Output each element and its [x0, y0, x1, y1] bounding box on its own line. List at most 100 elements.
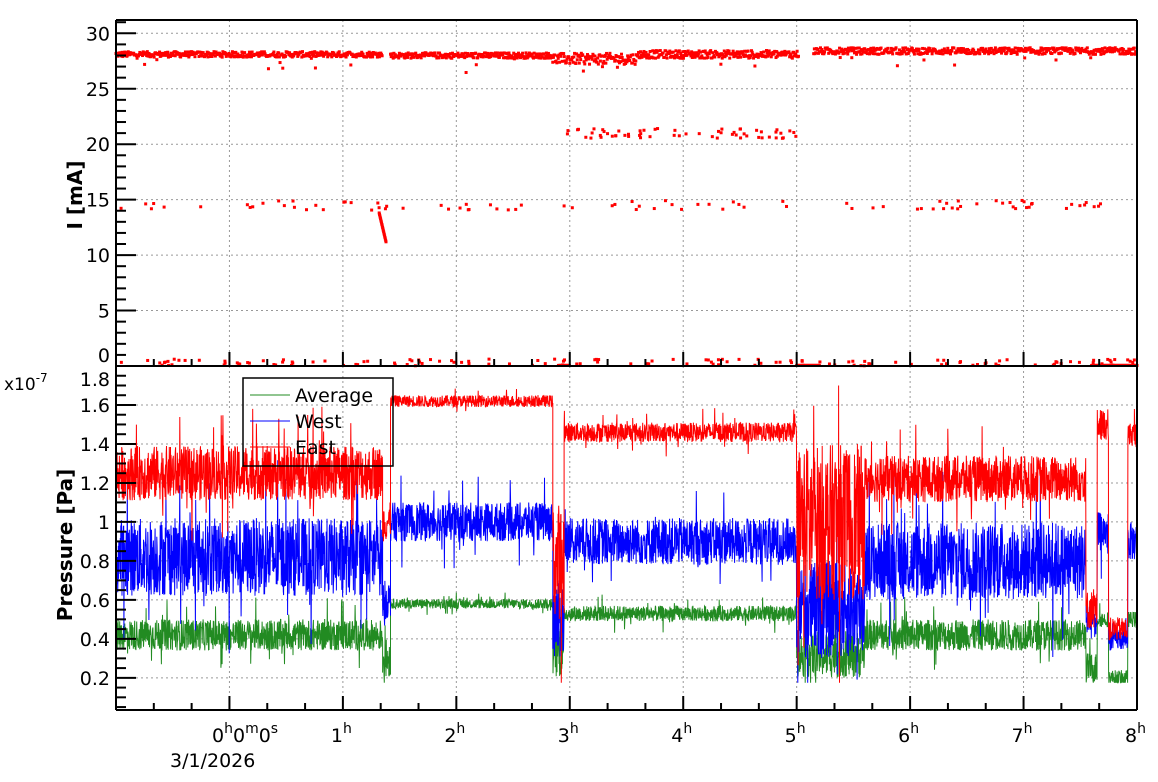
current-point [944, 362, 948, 366]
current-point [1024, 49, 1028, 53]
current-point [720, 357, 724, 361]
current-point [900, 52, 904, 56]
current-point [177, 358, 181, 362]
current-point [484, 51, 488, 55]
current-point [778, 360, 782, 364]
current-point [412, 55, 416, 59]
current-point [626, 54, 630, 58]
current-point [904, 46, 908, 50]
current-point [946, 46, 950, 50]
current-point [155, 58, 159, 62]
current-point [329, 52, 333, 56]
current-point [772, 52, 776, 56]
top-y-tick-label: 20 [86, 134, 110, 156]
current-point [223, 359, 227, 363]
current-point [999, 49, 1003, 53]
current-point [551, 60, 555, 64]
current-point [1077, 360, 1081, 364]
current-point [637, 50, 641, 54]
current-point [610, 134, 614, 138]
current-point [634, 59, 638, 63]
current-point [187, 55, 191, 59]
current-point [616, 59, 620, 63]
current-point [620, 56, 624, 60]
current-point [464, 70, 468, 74]
current-point [534, 55, 538, 59]
current-point [685, 53, 689, 57]
current-point [450, 359, 454, 363]
current-point [868, 362, 872, 366]
current-point [781, 199, 785, 203]
current-point [158, 361, 162, 365]
current-point [595, 60, 599, 64]
current-point [910, 47, 914, 51]
current-point [583, 62, 587, 66]
bottom-y-tick-label: 1.4 [80, 434, 110, 456]
x-date-label: 3/1/2026 [170, 750, 255, 772]
current-point [638, 133, 642, 137]
current-point [663, 199, 667, 203]
x-tick-label: 8h [1125, 721, 1146, 747]
current-point [544, 51, 548, 55]
current-point [461, 53, 465, 57]
current-point [814, 51, 818, 55]
current-point [648, 135, 652, 139]
current-point [757, 135, 761, 139]
current-point [251, 205, 255, 209]
tick-labels: 0 5 10 15 20 25 30 0.2 0.4 0.6 0.8 1 1.2 1.4 1.6 1.8 1h 2… [80, 23, 1146, 747]
current-point [827, 362, 831, 366]
current-point [429, 358, 433, 362]
current-point [597, 358, 601, 362]
current-point [463, 56, 467, 60]
current-point [857, 46, 861, 50]
current-point [604, 61, 608, 65]
current-point [685, 362, 689, 366]
current-point [601, 61, 605, 65]
current-point [576, 128, 580, 132]
current-point [282, 204, 286, 208]
current-point [1013, 46, 1017, 50]
current-point [1119, 52, 1123, 56]
current-point [452, 360, 456, 364]
current-point [535, 52, 539, 56]
current-point [779, 53, 783, 57]
current-point [272, 363, 276, 367]
current-point [694, 54, 698, 58]
current-point [909, 362, 913, 366]
current-point [247, 361, 251, 365]
current-point [650, 359, 654, 363]
current-point [151, 53, 155, 57]
current-point [848, 48, 852, 52]
current-point [631, 53, 635, 57]
current-point [640, 55, 644, 59]
current-point [377, 206, 381, 210]
current-point [186, 50, 190, 54]
current-point [998, 359, 1002, 363]
current-point [1065, 47, 1069, 51]
current-point [683, 49, 687, 53]
current-point [1030, 201, 1034, 205]
current-point [647, 362, 651, 366]
current-point [1023, 56, 1027, 60]
current-point [850, 206, 854, 210]
current-point [987, 47, 991, 51]
current-point [719, 131, 723, 135]
current-point [1091, 52, 1095, 56]
current-point [1054, 58, 1058, 62]
current-point [704, 358, 708, 362]
current-point [902, 48, 906, 52]
current-point [1020, 198, 1024, 202]
current-point [554, 59, 558, 63]
current-point [160, 51, 164, 55]
current-point [1106, 357, 1110, 361]
current-point [420, 361, 424, 365]
current-point [596, 56, 600, 60]
current-point [736, 55, 740, 59]
current-point [530, 52, 534, 56]
current-point [914, 49, 918, 53]
current-point [919, 207, 923, 211]
current-point [414, 51, 418, 55]
current-point [377, 55, 381, 59]
current-point [794, 134, 798, 138]
x-tick-label: 4h [671, 721, 692, 747]
